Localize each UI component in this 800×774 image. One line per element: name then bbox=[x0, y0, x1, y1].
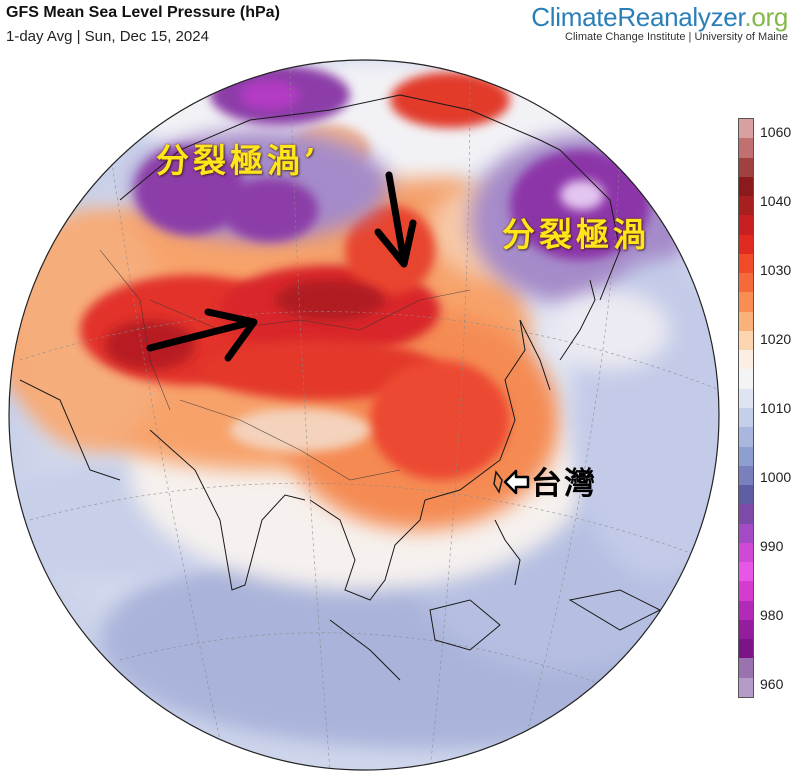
colorbar-tick-label: 1030 bbox=[760, 262, 792, 278]
arrow-south-cold-head bbox=[374, 219, 417, 268]
colorbar-segment bbox=[739, 234, 753, 254]
colorbar-tick-label: 1060 bbox=[760, 124, 792, 140]
colorbar-segment bbox=[739, 311, 753, 331]
colorbar-segment bbox=[739, 273, 753, 293]
arrow-south-cold bbox=[385, 171, 408, 266]
colorbar-tick-label: 1020 bbox=[760, 331, 792, 347]
colorbar-segment bbox=[739, 388, 753, 408]
brand-part3: .org bbox=[744, 2, 788, 32]
colorbar-segment bbox=[739, 523, 753, 543]
brand-subtitle: Climate Change Institute | University of… bbox=[565, 31, 788, 43]
taiwan-pointer-arrow bbox=[503, 469, 530, 495]
colorbar-segment bbox=[739, 427, 753, 447]
colorbar-segment bbox=[739, 138, 753, 158]
colorbar-segment bbox=[739, 215, 753, 235]
map-title: GFS Mean Sea Level Pressure (hPa) bbox=[6, 4, 280, 21]
colorbar-tick-label: 1040 bbox=[760, 193, 792, 209]
colorbar-segment bbox=[739, 157, 753, 177]
brand-part2: Reanalyzer bbox=[617, 2, 745, 32]
colorbar-segment bbox=[739, 292, 753, 312]
colorbar-tick-label: 990 bbox=[760, 538, 784, 554]
pressure-colorbar bbox=[738, 118, 754, 698]
colorbar-segment bbox=[739, 504, 753, 524]
colorbar-segment bbox=[739, 369, 753, 389]
colorbar-segment bbox=[739, 562, 753, 582]
colorbar-segment bbox=[739, 600, 753, 620]
colorbar-tick-label: 980 bbox=[760, 607, 784, 623]
colorbar-segment bbox=[739, 639, 753, 659]
colorbar-segment bbox=[739, 658, 753, 678]
brand-logo[interactable]: ClimateReanalyzer.org bbox=[531, 2, 788, 33]
annotation-arrows bbox=[146, 171, 417, 362]
split-polar-vortex-label-left: 分裂極渦’ bbox=[156, 141, 320, 180]
coastlines bbox=[19, 94, 662, 681]
borders bbox=[99, 249, 471, 481]
map-subtitle: 1-day Avg | Sun, Dec 15, 2024 bbox=[6, 28, 209, 45]
colorbar-segment bbox=[739, 176, 753, 197]
colorbar-segment bbox=[739, 350, 753, 370]
colorbar-segment bbox=[739, 542, 753, 563]
colorbar-segment bbox=[739, 465, 753, 486]
brand-part1: Climate bbox=[531, 2, 618, 32]
colorbar-segment bbox=[739, 196, 753, 216]
colorbar-segment bbox=[739, 485, 753, 505]
colorbar-tick-label: 1000 bbox=[760, 469, 792, 485]
globe-outline bbox=[8, 59, 720, 771]
colorbar-segment bbox=[739, 407, 753, 428]
arrow-east-high-head bbox=[204, 308, 258, 362]
colorbar-segment bbox=[739, 581, 753, 601]
split-polar-vortex-label-right: 分裂極渦 bbox=[502, 215, 650, 254]
colorbar-tick-label: 1010 bbox=[760, 400, 792, 416]
taiwan-label: 台灣 bbox=[531, 466, 597, 502]
colorbar-segment bbox=[739, 119, 753, 139]
colorbar-segment bbox=[739, 253, 753, 274]
graticule-lines bbox=[19, 69, 719, 770]
colorbar-segment bbox=[739, 446, 753, 466]
colorbar-tick-label: 960 bbox=[760, 676, 784, 692]
colorbar-segment bbox=[739, 677, 753, 697]
colorbar-segment bbox=[739, 619, 753, 640]
arrow-east-high bbox=[146, 318, 256, 352]
colorbar-segment bbox=[739, 330, 753, 351]
